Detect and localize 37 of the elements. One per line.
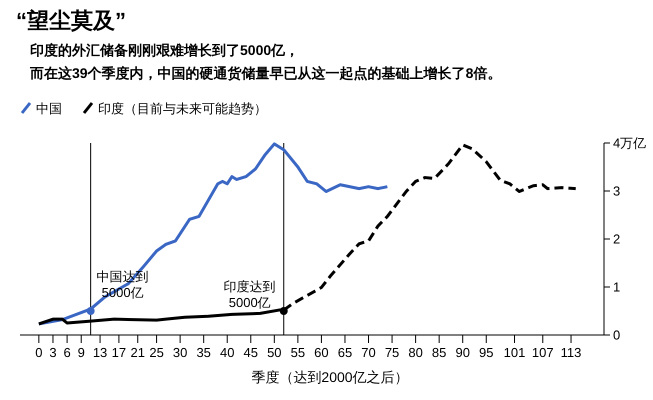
x-tick-label: 95 [479,345,494,360]
x-tick-label: 60 [314,345,329,360]
x-tick-label: 9 [78,345,85,360]
x-tick-label: 107 [532,345,554,360]
legend-label: 印度（目前与未来可能趋势） [98,101,267,116]
chart-title: “望尘莫及” [16,8,126,33]
x-tick-label: 25 [149,345,164,360]
x-tick-label: 50 [267,345,282,360]
x-tick-label: 0 [35,345,42,360]
x-tick-label: 65 [338,345,352,360]
x-axis-title: 季度（达到2000亿之后） [251,369,409,385]
y-tick-label: 1 [613,280,620,294]
x-tick-label: 45 [244,345,258,360]
x-tick-label: 40 [220,345,234,360]
x-tick-label: 101 [504,345,526,360]
y-tick-label: 0 [613,328,620,342]
annotation: 印度达到 5000亿 [224,279,276,310]
x-tick-label: 3 [49,345,57,360]
y-tick-label: 2 [613,232,620,246]
x-tick-label: 35 [196,345,211,360]
line-series [37,142,389,326]
legend-label: 中国 [36,101,62,116]
y-tick-label: 4万亿 [613,136,646,150]
x-tick-label: 75 [384,345,400,360]
x-tick-label: 80 [408,345,423,360]
x-tick-label: 17 [112,345,126,360]
x-tick-label: 70 [361,345,376,360]
x-tick-label: 85 [432,345,446,360]
x-tick-label: 113 [560,345,582,360]
x-tick-label: 21 [130,345,145,360]
chart-subtitle: 印度的外汇储备刚刚艰难增长到了5000亿，而在这39个季度内，中国的硬通货储量早已从这一起点的基础上增长了8倍。 [29,42,502,81]
x-tick-label: 13 [92,345,108,360]
x-tick-label: 90 [455,345,470,360]
x-tick-label: 55 [290,345,306,360]
y-tick-label: 3 [613,184,620,198]
x-tick-label: 6 [63,345,71,360]
x-tick-label: 30 [172,345,188,360]
